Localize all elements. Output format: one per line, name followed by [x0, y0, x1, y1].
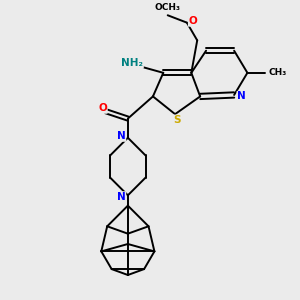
Text: O: O [188, 16, 197, 26]
Text: S: S [173, 115, 180, 125]
Text: N: N [237, 92, 246, 101]
Text: methoxy: methoxy [163, 11, 170, 12]
Text: NH₂: NH₂ [121, 58, 143, 68]
Text: OCH₃: OCH₃ [155, 3, 181, 12]
Text: N: N [117, 131, 126, 141]
Text: O: O [98, 103, 107, 113]
Text: CH₃: CH₃ [268, 68, 286, 77]
Text: N: N [117, 192, 126, 202]
